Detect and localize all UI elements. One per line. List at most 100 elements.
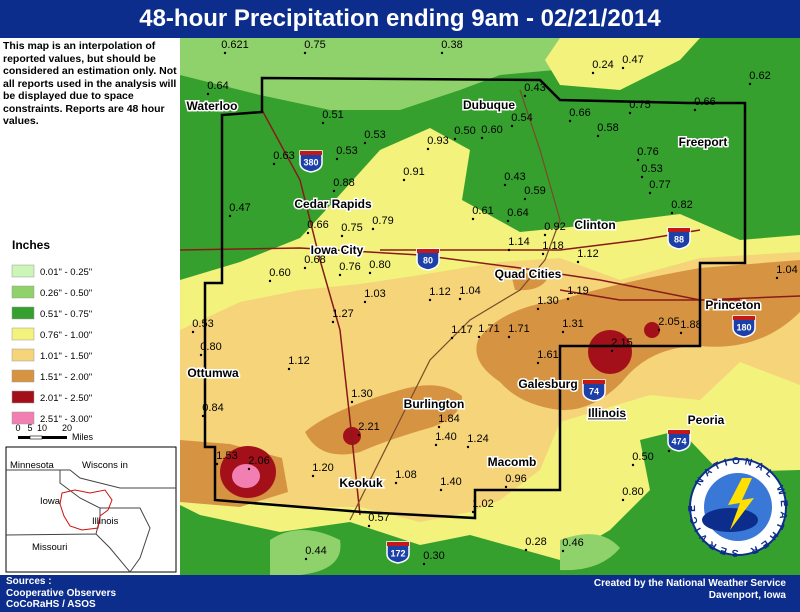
shield-top: [387, 542, 409, 546]
zone: [180, 38, 560, 110]
station-dot: [628, 111, 632, 115]
inset-label: Wiscons in: [82, 460, 128, 471]
station-value: 2.05: [658, 316, 679, 328]
station-dot: [394, 481, 398, 485]
inset-label: Missouri: [32, 542, 67, 553]
station-dot: [371, 227, 375, 231]
station-dot: [223, 51, 227, 55]
station-dot: [363, 141, 367, 145]
station-value: 0.82: [671, 199, 692, 211]
station-value: 0.43: [504, 171, 525, 183]
station-dot: [670, 211, 674, 215]
station-dot: [331, 320, 335, 324]
scale-tick: 0: [15, 423, 20, 433]
station-value: 0.24: [592, 59, 613, 71]
station-dot: [453, 137, 457, 141]
station-value: 0.58: [597, 122, 618, 134]
station-value: 0.76: [339, 261, 360, 273]
station-dot: [568, 119, 572, 123]
zone: [232, 464, 260, 488]
station-value: 0.63: [273, 150, 294, 162]
station-dot: [471, 217, 475, 221]
station-value: 0.80: [200, 341, 221, 353]
station-dot: [335, 157, 339, 161]
station-dot: [657, 328, 661, 332]
zone: [476, 260, 800, 411]
highway-label: 380: [303, 157, 318, 167]
shield: [582, 379, 606, 402]
station-value: 0.47: [622, 54, 643, 66]
station-dot: [363, 300, 367, 304]
zone: [545, 38, 700, 90]
footer: Sources : Cooperative Observers CoCoRaHS…: [0, 575, 800, 612]
station-value: 0.53: [641, 163, 662, 175]
station-value: 0.43: [524, 82, 545, 94]
station-value: 1.24: [467, 433, 488, 445]
station-dot: [466, 445, 470, 449]
station-dot: [311, 474, 315, 478]
station-dot: [541, 252, 545, 256]
city-label: Cedar Rapids: [294, 197, 372, 211]
station-dot: [306, 231, 310, 235]
station-value: 0.59: [524, 185, 545, 197]
title: 48-hour Precipitation ending 9am - 02/21…: [0, 0, 800, 38]
scale-tick: 10: [37, 423, 47, 433]
city-label: Iowa City: [311, 243, 364, 257]
logo: NATIONAL WEATHER SERVICE: [687, 456, 789, 558]
station-dot: [621, 498, 625, 502]
station-value: 0.61: [472, 205, 493, 217]
zone: [305, 273, 548, 455]
station-dot: [439, 488, 443, 492]
station-value: 0.64: [207, 80, 228, 92]
station-value: 0.96: [505, 473, 526, 485]
station-value: 0.53: [336, 145, 357, 157]
station-value: 1.08: [395, 469, 416, 481]
station-dot: [621, 66, 625, 70]
station-dot: [631, 463, 635, 467]
station-dot: [648, 191, 652, 195]
station-value: 0.75: [629, 99, 650, 111]
highway-label: 172: [390, 548, 405, 558]
station-dot: [503, 183, 507, 187]
station-dot: [566, 297, 570, 301]
station-dot: [321, 121, 325, 125]
station-value: 0.47: [229, 202, 250, 214]
station-dot: [350, 400, 354, 404]
legend-swatch: [11, 369, 35, 383]
station-value: 0.60: [269, 267, 290, 279]
station-value: 1.31: [562, 318, 583, 330]
station-dot: [450, 336, 454, 340]
city-label: Illinois: [588, 406, 626, 420]
station-value: 1.40: [435, 431, 456, 443]
station-dot: [434, 443, 438, 447]
river: [349, 89, 561, 521]
station-dot: [524, 548, 528, 552]
station-dot: [507, 248, 511, 252]
side-panel: Inches 0.01" - 0.25" 0.26" - 0.50" 0.51" - …: [5, 238, 177, 573]
station-dot: [428, 298, 432, 302]
shield-top: [668, 430, 690, 434]
station-value: 0.38: [441, 39, 462, 51]
legend-swatch: [11, 327, 35, 341]
station-value: 1.84: [438, 413, 459, 425]
logo-bolt: [728, 478, 754, 530]
inset-states: [5, 469, 176, 573]
station-value: 0.51: [322, 109, 343, 121]
station-dot: [596, 134, 600, 138]
station-dot: [477, 335, 481, 339]
city-label: Quad Cities: [495, 267, 562, 281]
station-value: 1.04: [459, 285, 480, 297]
station-value: 1.88: [680, 319, 701, 331]
scale-bar: [42, 436, 67, 439]
station-value: 0.50: [632, 451, 653, 463]
inset-label: Illinois: [92, 516, 119, 527]
station-dot: [775, 276, 779, 280]
station-dot: [303, 266, 307, 270]
station-dot: [536, 307, 540, 311]
legend-swatch: [11, 264, 35, 278]
station-value: 0.30: [423, 550, 444, 562]
station-value: 0.80: [369, 259, 390, 271]
source-line: Sources :: [6, 576, 52, 587]
shield-top: [300, 151, 322, 155]
city-label: Burlington: [404, 397, 465, 411]
